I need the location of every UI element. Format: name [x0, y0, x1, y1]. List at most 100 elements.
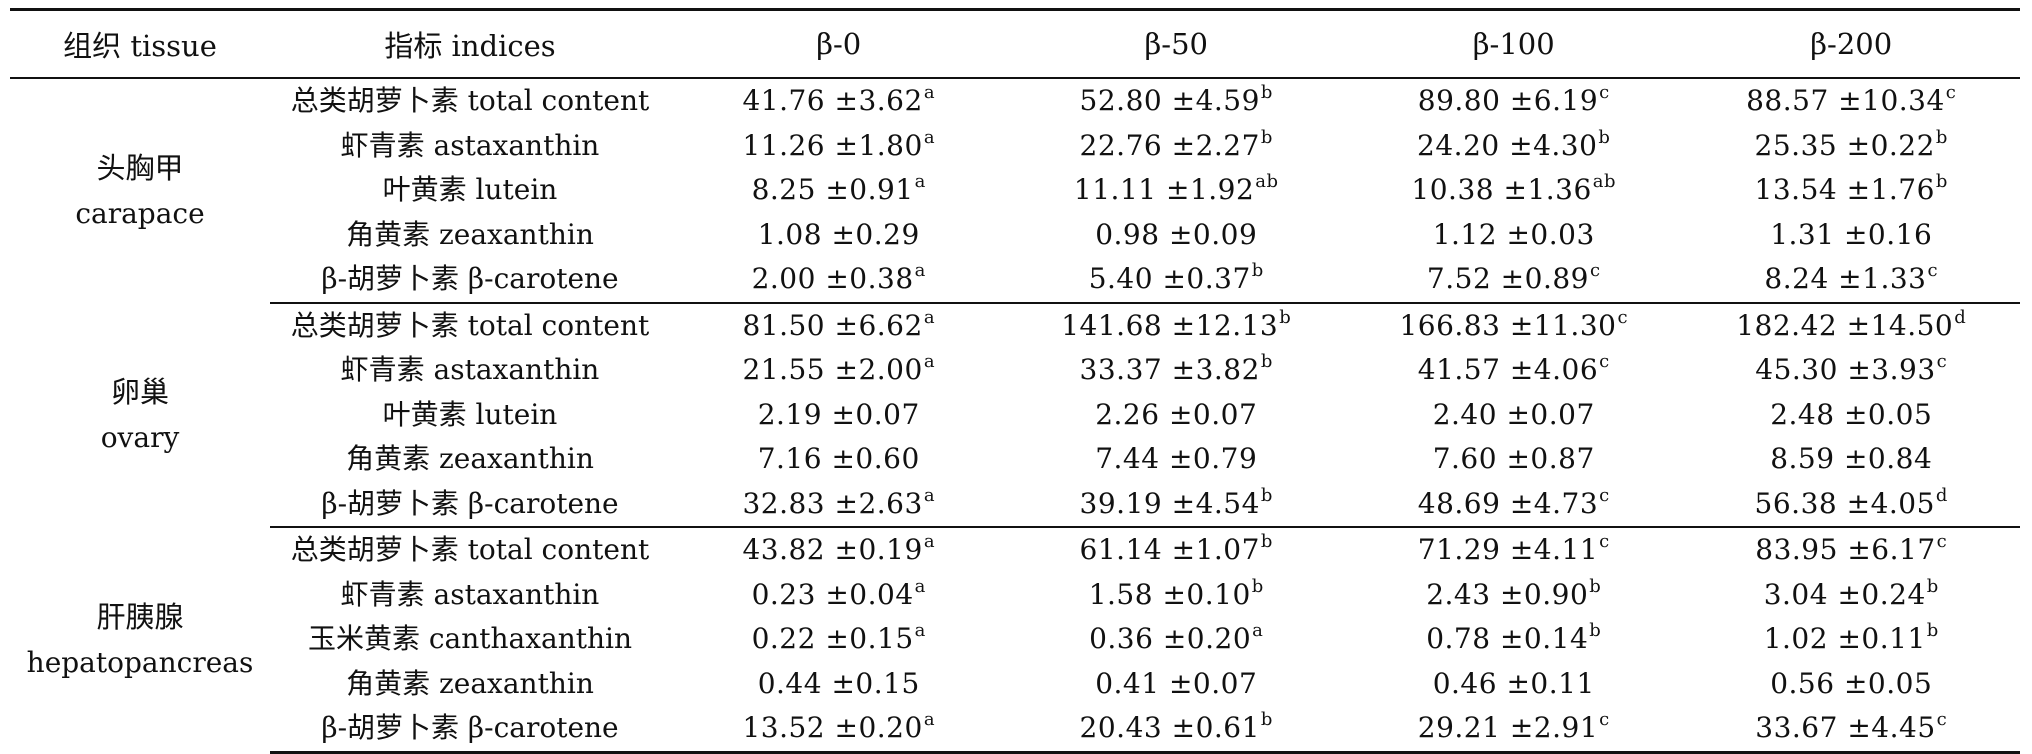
- significance-letter: a: [923, 531, 936, 553]
- value-cell: 0.22 ±0.15a: [670, 617, 1008, 662]
- value-cell: 88.57 ±10.34c: [1683, 78, 2021, 124]
- carotenoid-table: 组织 tissue 指标 indices β-0 β-50 β-100 β-20…: [10, 8, 2020, 754]
- header-tissue: 组织 tissue: [10, 8, 270, 79]
- value-cell: 11.26 ±1.80a: [670, 124, 1008, 169]
- mean-sd-value: 0.56 ±0.05: [1770, 666, 1933, 700]
- value-cell: 0.46 ±0.11: [1345, 662, 1683, 707]
- mean-sd-value: 3.04 ±0.24: [1763, 577, 1926, 611]
- significance-letter: b: [1260, 709, 1273, 731]
- significance-letter: b: [1260, 531, 1273, 553]
- index-cell: 总类胡萝卜素 total content: [290, 533, 650, 567]
- mean-sd-value: 11.26 ±1.80: [742, 128, 923, 162]
- value-cell: 13.52 ±0.20a: [670, 706, 1008, 754]
- index-cell: β-胡萝卜素 β-carotene: [270, 706, 670, 754]
- significance-letter: d: [1935, 484, 1948, 506]
- value-cell: 32.83 ±2.63a: [670, 481, 1008, 528]
- significance-letter: a: [914, 575, 926, 597]
- significance-letter: b: [1251, 575, 1264, 597]
- value-cell: 0.98 ±0.09: [1008, 213, 1346, 258]
- tissue-name-en: carapace: [75, 196, 205, 230]
- mean-sd-value: 13.54 ±1.76: [1754, 173, 1935, 207]
- table-row: 卵巢 ovary 总类胡萝卜素 total content 81.50 ±6.62a 1…: [10, 303, 2021, 454]
- value-cell: 166.83 ±11.30c: [1345, 303, 1683, 349]
- value-cell: 182.42 ±14.50d: [1683, 303, 2021, 349]
- mean-sd-value: 83.95 ±6.17: [1755, 533, 1936, 567]
- mean-sd-value: 32.83 ±2.63: [742, 486, 923, 520]
- value-cell: 25.35 ±0.22b: [1683, 124, 2021, 169]
- significance-letter: a: [923, 484, 936, 506]
- table-row: 角黄素 zeaxanthin 0.44 ±0.15 0.41 ±0.07 0.46 ±…: [10, 662, 2020, 707]
- tissue-name-en: hepatopancreas: [26, 645, 254, 679]
- value-cell: 1.12 ±0.03: [1345, 213, 1683, 258]
- tissue-cell: 肝胰腺 hepatopancreas: [10, 527, 270, 752]
- significance-letter: c: [1617, 306, 1629, 328]
- mean-sd-value: 0.36 ±0.20: [1089, 622, 1252, 656]
- value-cell: 33.67 ±4.45c: [1682, 706, 2020, 754]
- tissue-cell: 头胸甲 carapace: [10, 78, 270, 303]
- mean-sd-value: 166.83 ±11.30: [1399, 308, 1617, 342]
- value-cell: 81.50 ±6.62a: [670, 303, 1008, 349]
- mean-sd-value: 2.00 ±0.38: [751, 262, 914, 296]
- significance-letter: a: [914, 171, 926, 193]
- significance-letter: b: [1279, 306, 1292, 328]
- mean-sd-value: 7.44 ±0.79: [1095, 442, 1258, 476]
- significance-letter: b: [1260, 351, 1273, 373]
- table-row: β-胡萝卜素 β-carotene 13.52 ±0.20a 20.43 ±0.61…: [10, 706, 2020, 754]
- mean-sd-value: 39.19 ±4.54: [1079, 486, 1260, 520]
- value-cell: 2.00 ±0.38a: [670, 257, 1008, 304]
- value-cell: 8.25 ±0.91a: [670, 168, 1008, 213]
- significance-letter: c: [1945, 82, 1957, 104]
- tissue-name-cn: 肝胰腺: [96, 599, 184, 634]
- mean-sd-value: 0.78 ±0.14: [1426, 622, 1589, 656]
- value-cell: 141.68 ±12.13b: [1008, 303, 1346, 349]
- significance-letter: c: [1936, 531, 1948, 553]
- mean-sd-value: 43.82 ±0.19: [742, 533, 923, 567]
- header-beta-200: β-200: [1682, 8, 2020, 79]
- mean-sd-value: 2.43 ±0.90: [1426, 577, 1589, 611]
- mean-sd-value: 20.43 ±0.61: [1079, 711, 1260, 745]
- significance-letter: c: [1599, 531, 1610, 553]
- value-cell: 61.14 ±1.07b: [1008, 527, 1346, 573]
- table-row: β-胡萝卜素 β-carotene 2.00 ±0.38a 5.40 ±0.37b 7…: [10, 257, 2020, 304]
- mean-sd-value: 21.55 ±2.00: [742, 353, 923, 387]
- header-beta-0: β-0: [670, 8, 1008, 79]
- value-cell: 7.52 ±0.89c: [1345, 257, 1683, 304]
- value-cell: 39.19 ±4.54b: [1007, 481, 1345, 528]
- value-cell: 11.11 ±1.92ab: [1008, 168, 1346, 213]
- value-cell: 24.20 ±4.30b: [1345, 124, 1683, 169]
- significance-letter: b: [1935, 126, 1948, 148]
- mean-sd-value: 2.26 ±0.07: [1095, 397, 1258, 431]
- value-cell: 0.56 ±0.05: [1683, 662, 2021, 707]
- significance-letter: b: [1935, 171, 1948, 193]
- table-row: 肝胰腺 hepatopancreas 总类胡萝卜素 total content 43.…: [10, 527, 2020, 679]
- significance-letter: a: [1252, 620, 1264, 642]
- mean-sd-value: 33.67 ±4.45: [1755, 711, 1936, 745]
- value-cell: 0.41 ±0.07: [1008, 662, 1346, 707]
- table-row: 角黄素 zeaxanthin 1.08 ±0.29 0.98 ±0.09 1.12 ±…: [10, 213, 2020, 258]
- mean-sd-value: 22.76 ±2.27: [1079, 128, 1260, 162]
- mean-sd-value: 1.08 ±0.29: [757, 217, 920, 251]
- value-cell: 45.30 ±3.93c: [1683, 348, 2021, 393]
- mean-sd-value: 89.80 ±6.19: [1417, 84, 1599, 118]
- mean-sd-value: 8.24 ±1.33: [1764, 262, 1927, 296]
- value-cell: 52.80 ±4.59b: [1008, 78, 1346, 124]
- mean-sd-value: 182.42 ±14.50: [1736, 308, 1954, 342]
- value-cell: 0.78 ±0.14b: [1345, 617, 1683, 662]
- value-cell: 0.23 ±0.04a: [670, 573, 1008, 618]
- significance-letter: c: [1599, 82, 1610, 104]
- table-row: 角黄素 zeaxanthin 7.16 ±0.60 7.44 ±0.79 7.60 ±…: [10, 437, 2020, 482]
- significance-letter: c: [1599, 484, 1610, 506]
- mean-sd-value: 52.80 ±4.59: [1079, 84, 1260, 118]
- header-row: 组织 tissue 指标 indices β-0 β-50 β-100 β-20…: [10, 8, 2020, 79]
- mean-sd-value: 7.60 ±0.87: [1432, 442, 1595, 476]
- significance-letter: c: [1589, 260, 1601, 282]
- table-row: 叶黄素 lutein 8.25 ±0.91a 11.11 ±1.92ab 10.38 …: [10, 168, 2020, 213]
- value-cell: 1.08 ±0.29: [670, 213, 1008, 258]
- mean-sd-value: 41.57 ±4.06: [1417, 353, 1599, 387]
- mean-sd-value: 13.52 ±0.20: [742, 711, 923, 745]
- significance-letter: b: [1251, 260, 1264, 282]
- significance-letter: c: [1936, 709, 1948, 731]
- mean-sd-value: 7.52 ±0.89: [1426, 262, 1589, 296]
- index-cell: 叶黄素 lutein: [382, 173, 558, 207]
- mean-sd-value: 33.37 ±3.82: [1079, 353, 1260, 387]
